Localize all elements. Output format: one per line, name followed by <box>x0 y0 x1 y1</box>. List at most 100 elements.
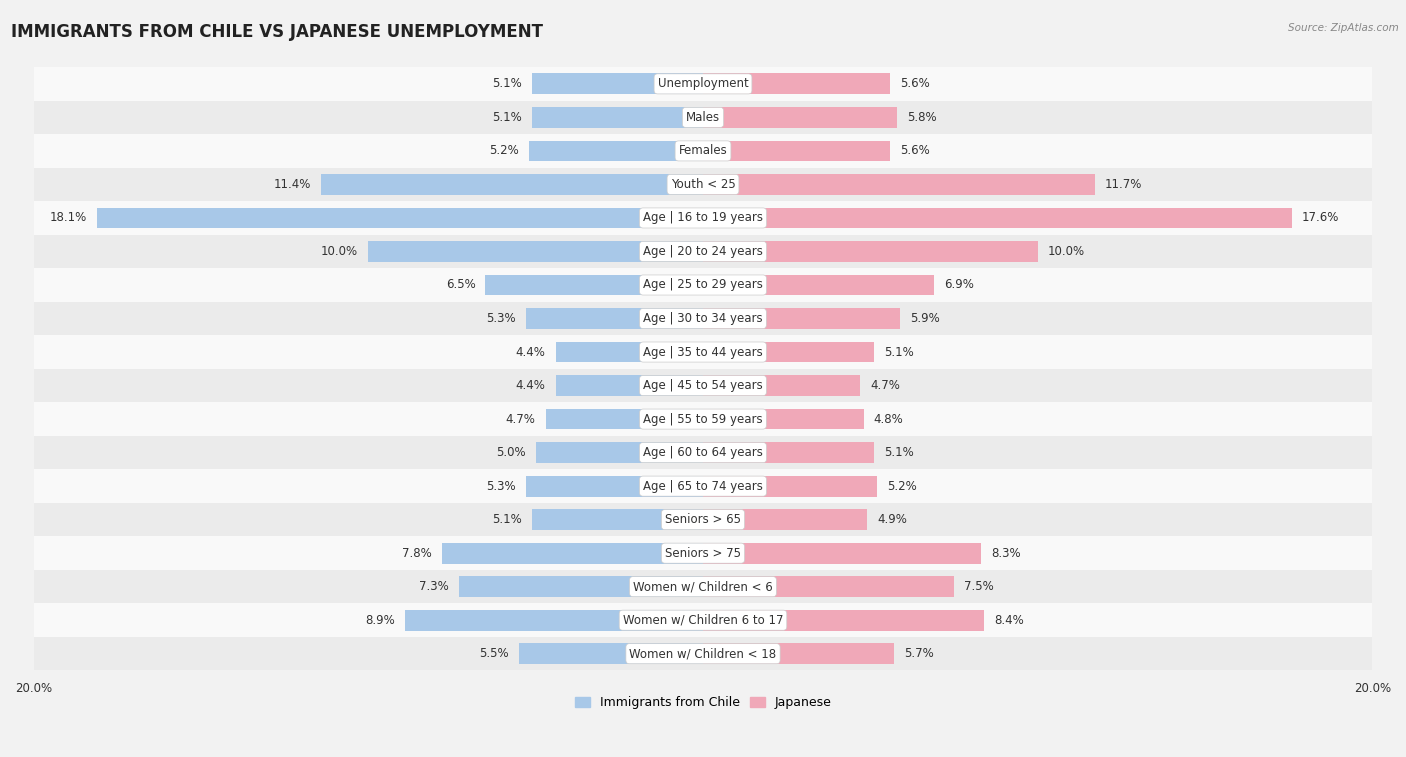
Text: Seniors > 65: Seniors > 65 <box>665 513 741 526</box>
Text: Women w/ Children 6 to 17: Women w/ Children 6 to 17 <box>623 614 783 627</box>
Text: 5.2%: 5.2% <box>489 145 519 157</box>
Bar <box>34 603 1372 637</box>
Text: Women w/ Children < 6: Women w/ Children < 6 <box>633 580 773 593</box>
Bar <box>34 469 1372 503</box>
Bar <box>703 207 1292 229</box>
Text: 4.4%: 4.4% <box>516 345 546 359</box>
Bar <box>458 576 703 597</box>
Bar <box>703 308 900 329</box>
Bar <box>34 503 1372 537</box>
Text: 5.9%: 5.9% <box>911 312 941 325</box>
Text: 8.4%: 8.4% <box>994 614 1024 627</box>
Bar <box>546 409 703 429</box>
Bar <box>703 141 890 161</box>
Bar <box>34 168 1372 201</box>
Text: 10.0%: 10.0% <box>321 245 359 258</box>
Text: 5.6%: 5.6% <box>900 77 931 90</box>
Text: 4.4%: 4.4% <box>516 379 546 392</box>
Text: 5.7%: 5.7% <box>904 647 934 660</box>
Bar <box>485 275 703 295</box>
Text: 5.2%: 5.2% <box>887 480 917 493</box>
Bar <box>34 537 1372 570</box>
Text: IMMIGRANTS FROM CHILE VS JAPANESE UNEMPLOYMENT: IMMIGRANTS FROM CHILE VS JAPANESE UNEMPL… <box>11 23 543 41</box>
Bar <box>555 375 703 396</box>
Text: 6.5%: 6.5% <box>446 279 475 291</box>
Text: 7.3%: 7.3% <box>419 580 449 593</box>
Text: 5.0%: 5.0% <box>496 446 526 459</box>
Bar <box>34 402 1372 436</box>
Text: 18.1%: 18.1% <box>49 211 87 225</box>
Text: 5.1%: 5.1% <box>492 513 522 526</box>
Text: Age | 35 to 44 years: Age | 35 to 44 years <box>643 345 763 359</box>
Text: 5.1%: 5.1% <box>492 111 522 124</box>
Bar <box>703 475 877 497</box>
Bar <box>441 543 703 563</box>
Text: Age | 60 to 64 years: Age | 60 to 64 years <box>643 446 763 459</box>
Text: 7.8%: 7.8% <box>402 547 432 559</box>
Bar <box>703 509 868 530</box>
Bar <box>703 643 894 664</box>
Bar <box>536 442 703 463</box>
Bar <box>526 475 703 497</box>
Text: Unemployment: Unemployment <box>658 77 748 90</box>
Text: 4.7%: 4.7% <box>506 413 536 425</box>
Text: 5.1%: 5.1% <box>884 345 914 359</box>
Text: 8.9%: 8.9% <box>366 614 395 627</box>
Bar <box>34 436 1372 469</box>
Bar <box>533 73 703 95</box>
Text: 5.6%: 5.6% <box>900 145 931 157</box>
Bar <box>703 107 897 128</box>
Text: Age | 25 to 29 years: Age | 25 to 29 years <box>643 279 763 291</box>
Bar <box>703 241 1038 262</box>
Text: 7.5%: 7.5% <box>965 580 994 593</box>
Bar <box>703 543 981 563</box>
Bar <box>703 73 890 95</box>
Bar <box>529 141 703 161</box>
Bar <box>34 335 1372 369</box>
Bar <box>703 341 873 363</box>
Bar <box>34 570 1372 603</box>
Bar <box>34 235 1372 268</box>
Text: Females: Females <box>679 145 727 157</box>
Text: 6.9%: 6.9% <box>943 279 974 291</box>
Text: 4.8%: 4.8% <box>873 413 904 425</box>
Text: Source: ZipAtlas.com: Source: ZipAtlas.com <box>1288 23 1399 33</box>
Bar <box>703 576 955 597</box>
Text: 11.4%: 11.4% <box>274 178 311 191</box>
Text: 5.3%: 5.3% <box>486 312 516 325</box>
Text: Age | 45 to 54 years: Age | 45 to 54 years <box>643 379 763 392</box>
Text: 5.8%: 5.8% <box>907 111 936 124</box>
Text: 4.7%: 4.7% <box>870 379 900 392</box>
Bar <box>555 341 703 363</box>
Bar <box>34 101 1372 134</box>
Text: Age | 16 to 19 years: Age | 16 to 19 years <box>643 211 763 225</box>
Bar <box>34 369 1372 402</box>
Text: Age | 20 to 24 years: Age | 20 to 24 years <box>643 245 763 258</box>
Text: Age | 30 to 34 years: Age | 30 to 34 years <box>643 312 763 325</box>
Bar <box>405 610 703 631</box>
Text: Age | 55 to 59 years: Age | 55 to 59 years <box>643 413 763 425</box>
Bar <box>322 174 703 195</box>
Bar <box>526 308 703 329</box>
Text: 4.9%: 4.9% <box>877 513 907 526</box>
Bar <box>34 134 1372 168</box>
Bar <box>533 509 703 530</box>
Bar <box>703 174 1095 195</box>
Text: 5.3%: 5.3% <box>486 480 516 493</box>
Bar <box>34 302 1372 335</box>
Text: 5.1%: 5.1% <box>492 77 522 90</box>
Text: Youth < 25: Youth < 25 <box>671 178 735 191</box>
Text: 11.7%: 11.7% <box>1105 178 1142 191</box>
Bar <box>703 375 860 396</box>
Text: 5.1%: 5.1% <box>884 446 914 459</box>
Bar <box>34 67 1372 101</box>
Bar <box>34 637 1372 671</box>
Text: Males: Males <box>686 111 720 124</box>
Bar <box>703 610 984 631</box>
Text: Seniors > 75: Seniors > 75 <box>665 547 741 559</box>
Text: Age | 65 to 74 years: Age | 65 to 74 years <box>643 480 763 493</box>
Text: Women w/ Children < 18: Women w/ Children < 18 <box>630 647 776 660</box>
Bar <box>703 409 863 429</box>
Bar <box>703 275 934 295</box>
Text: 8.3%: 8.3% <box>991 547 1021 559</box>
